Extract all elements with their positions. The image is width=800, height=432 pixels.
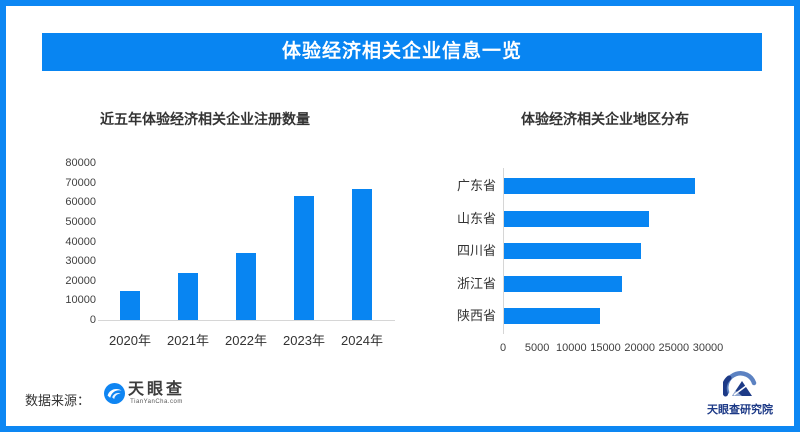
x-axis-tick-label: 15000 (590, 342, 621, 354)
x-axis-tick-label: 25000 (658, 342, 690, 354)
bar-2024年 (352, 189, 372, 320)
x-axis-category-label: 2024年 (341, 333, 383, 348)
data-source: 数据来源： 天眼查 TianYanCha.com (25, 381, 185, 409)
page-title: 体验经济相关企业信息一览 (42, 33, 762, 71)
y-axis-tick-label: 60000 (65, 196, 96, 209)
category-label-陕西省: 陕西省 (456, 308, 496, 323)
category-label-浙江省: 浙江省 (456, 275, 496, 291)
x-axis-tick-label: 10000 (556, 342, 587, 354)
category-label-广东省: 广东省 (456, 178, 496, 193)
x-axis-category-label: 2020年 (109, 333, 151, 348)
category-label-四川省: 四川省 (456, 243, 496, 258)
institute-logo: 天眼查研究院 (700, 370, 780, 417)
institute-mountain-icon (721, 370, 757, 400)
data-source-label: 数据来源： (25, 393, 91, 408)
tianyancha-eye-icon (104, 383, 126, 404)
y-axis-tick-label: 30000 (65, 255, 96, 268)
x-axis-tick-label: 5000 (524, 342, 550, 354)
bar-2020年 (120, 290, 140, 320)
bar-2021年 (178, 272, 198, 320)
x-axis-tick-label: 20000 (624, 342, 655, 354)
y-axis-tick-label: 10000 (65, 294, 96, 307)
tianyancha-domain: TianYanCha.com (130, 399, 183, 405)
y-axis-tick-label: 20000 (65, 274, 96, 287)
y-axis-tick-label: 0 (89, 314, 96, 326)
bar-2023年 (294, 196, 314, 320)
x-axis-tick-label: 0 (499, 342, 507, 354)
y-axis-tick-label: 70000 (65, 176, 96, 189)
bar-2022年 (236, 253, 256, 320)
tianyancha-name: 天眼查 (128, 381, 186, 398)
right-chart-title: 体验经济相关企业地区分布 (521, 111, 689, 127)
bar-浙江省 (504, 275, 623, 292)
institute-name: 天眼查研究院 (707, 404, 773, 416)
y-axis-line (503, 168, 504, 334)
x-axis-category-label: 2021年 (167, 333, 209, 348)
category-label-山东省: 山东省 (456, 210, 496, 226)
x-axis-category-label: 2022年 (225, 333, 267, 348)
regions-bar-chart: 广东省山东省四川省浙江省陕西省 0 5000 10000 15000 20000 25000… (450, 130, 780, 360)
y-axis-tick-label: 40000 (65, 235, 96, 248)
bar-广东省 (504, 178, 696, 194)
tianyancha-logo: 天眼查 TianYanCha.com (104, 381, 185, 406)
x-axis-tick-label: 30000 (692, 342, 724, 354)
x-axis-category-label: 2023年 (283, 333, 325, 348)
bar-山东省 (504, 210, 649, 227)
y-axis-tick-label: 50000 (65, 215, 96, 228)
y-axis-tick-label: 80000 (65, 157, 96, 169)
left-chart-title: 近五年体验经济相关企业注册数量 (100, 111, 310, 127)
registrations-bar-chart: 0 10000 20000 30000 40000 50000 60000 70000 8000… (60, 130, 405, 360)
bar-陕西省 (504, 308, 600, 324)
bar-四川省 (504, 243, 641, 259)
x-axis-line (98, 320, 395, 321)
tianyancha-wordmark: 天眼查 TianYanCha.com (128, 381, 185, 406)
